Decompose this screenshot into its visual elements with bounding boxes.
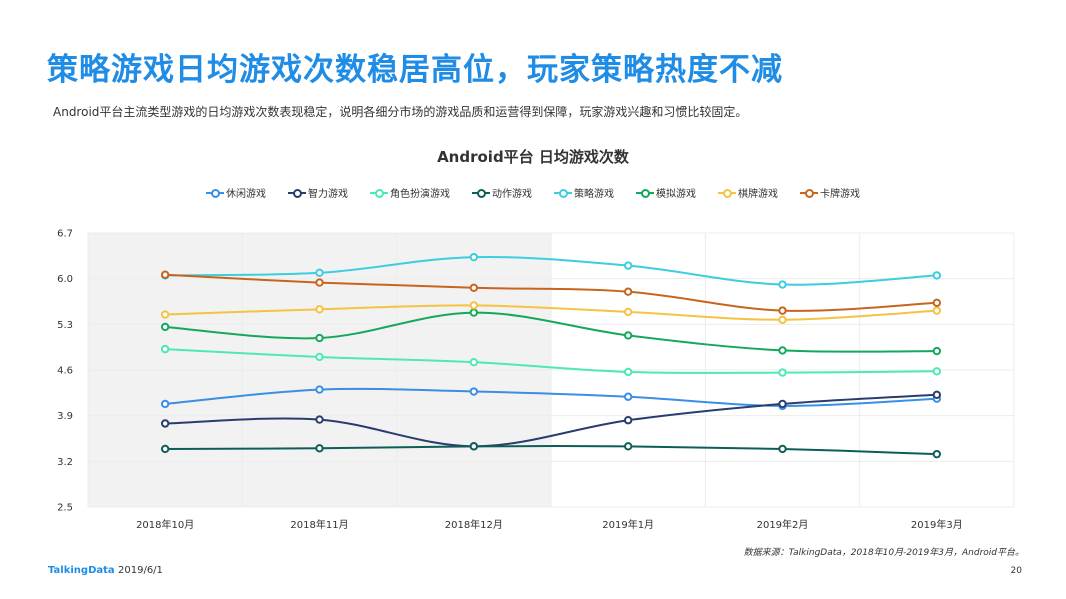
data-point bbox=[315, 352, 324, 362]
y-tick-label: 6.7 bbox=[57, 229, 73, 240]
data-point bbox=[469, 442, 479, 451]
legend-label: 卡牌游戏 bbox=[820, 189, 860, 200]
legend-item: 棋牌游戏 bbox=[718, 185, 778, 200]
data-point bbox=[778, 315, 787, 324]
data-point bbox=[315, 415, 324, 424]
x-tick-label: 2018年10月 bbox=[136, 518, 194, 531]
legend-item: 动作游戏 bbox=[472, 185, 532, 200]
legend-label: 动作游戏 bbox=[492, 189, 532, 200]
page-title: 策略游戏日均游戏次数稳居高位，玩家策略热度不减 bbox=[47, 52, 783, 88]
data-point bbox=[469, 308, 479, 317]
data-point bbox=[932, 271, 942, 280]
data-point bbox=[623, 416, 633, 425]
legend-label: 棋牌游戏 bbox=[738, 189, 778, 200]
page-subtitle: Android平台主流类型游戏的日均游戏次数表现稳定，说明各细分市场的游戏品质和… bbox=[53, 105, 748, 119]
data-point bbox=[469, 283, 479, 292]
data-point bbox=[623, 287, 633, 296]
legend-swatch bbox=[554, 188, 572, 198]
x-tick-label: 2019年1月 bbox=[602, 518, 654, 531]
data-point bbox=[932, 298, 942, 308]
legend-label: 角色扮演游戏 bbox=[390, 189, 450, 200]
y-tick-label: 2.5 bbox=[57, 503, 73, 514]
x-tick-label: 2019年2月 bbox=[757, 518, 809, 531]
series-line-6 bbox=[165, 304, 937, 321]
data-point bbox=[160, 419, 170, 428]
data-point bbox=[932, 367, 942, 376]
chart-legend: 休闲游戏 智力游戏 角色扮演游戏 动作游戏 策略游戏 模拟游戏 棋牌游戏 卡牌游戏 bbox=[0, 185, 1066, 200]
legend-label: 休闲游戏 bbox=[226, 189, 266, 200]
page-number: 20 bbox=[1010, 566, 1022, 576]
legend-swatch bbox=[636, 188, 654, 198]
series-line-1 bbox=[165, 393, 937, 448]
data-point bbox=[160, 344, 170, 354]
data-point bbox=[932, 306, 942, 315]
data-point bbox=[315, 278, 324, 287]
y-tick-label: 3.9 bbox=[57, 411, 73, 422]
legend-item: 模拟游戏 bbox=[636, 185, 696, 200]
legend-label: 模拟游戏 bbox=[656, 189, 696, 200]
data-point bbox=[623, 367, 633, 377]
legend-swatch bbox=[370, 188, 388, 198]
data-point bbox=[160, 444, 170, 454]
chart-title: Android平台 日均游戏次数 bbox=[437, 148, 629, 166]
legend-swatch bbox=[718, 188, 736, 198]
data-point bbox=[778, 399, 787, 409]
series-line-7 bbox=[165, 273, 937, 312]
data-point bbox=[469, 301, 479, 310]
y-tick-label: 3.2 bbox=[57, 457, 73, 468]
data-point bbox=[623, 392, 633, 401]
data-point bbox=[469, 252, 479, 262]
legend-item: 休闲游戏 bbox=[206, 185, 266, 200]
data-point bbox=[160, 322, 170, 332]
data-point bbox=[623, 331, 633, 340]
legend-label: 智力游戏 bbox=[308, 189, 348, 200]
data-point bbox=[778, 306, 787, 315]
series-line-4 bbox=[165, 255, 937, 286]
series-line-5 bbox=[165, 311, 937, 353]
legend-item: 策略游戏 bbox=[554, 185, 614, 200]
y-tick-label: 6.0 bbox=[57, 274, 73, 285]
x-tick-label: 2018年12月 bbox=[445, 518, 503, 531]
data-point bbox=[623, 307, 633, 317]
legend-item: 智力游戏 bbox=[288, 185, 348, 200]
data-point bbox=[778, 346, 787, 355]
data-point bbox=[932, 346, 942, 356]
legend-swatch bbox=[288, 188, 306, 198]
data-point bbox=[315, 385, 324, 394]
legend-swatch bbox=[800, 188, 818, 198]
data-point bbox=[932, 390, 942, 399]
data-point bbox=[315, 305, 324, 314]
x-tick-label: 2019年3月 bbox=[911, 518, 963, 531]
data-point bbox=[932, 449, 942, 459]
y-tick-label: 4.6 bbox=[57, 366, 73, 377]
y-tick-label: 5.3 bbox=[57, 320, 73, 331]
x-tick-label: 2018年11月 bbox=[290, 518, 348, 531]
series-line-3 bbox=[165, 445, 937, 456]
data-point bbox=[623, 261, 633, 270]
legend-swatch bbox=[472, 188, 490, 198]
data-point bbox=[315, 444, 324, 453]
data-point bbox=[160, 310, 170, 319]
data-point bbox=[623, 442, 633, 451]
report-date: 2019/6/1 bbox=[118, 565, 163, 576]
legend-label: 策略游戏 bbox=[574, 189, 614, 200]
legend-item: 角色扮演游戏 bbox=[370, 185, 450, 200]
brand-logo: TalkingData bbox=[48, 565, 115, 576]
data-point bbox=[469, 387, 479, 396]
data-point bbox=[315, 333, 324, 343]
legend-item: 卡牌游戏 bbox=[800, 185, 860, 200]
data-point bbox=[469, 357, 479, 367]
data-source-note: 数据来源：TalkingData，2018年10月-2019年3月，Androi… bbox=[743, 548, 1024, 558]
data-point bbox=[160, 270, 170, 279]
data-point bbox=[778, 444, 787, 454]
series-line-2 bbox=[165, 348, 937, 374]
legend-swatch bbox=[206, 188, 224, 198]
data-point bbox=[315, 268, 324, 277]
data-point bbox=[160, 399, 170, 409]
series-line-0 bbox=[165, 387, 937, 407]
data-point bbox=[778, 280, 787, 289]
data-point bbox=[778, 368, 787, 377]
